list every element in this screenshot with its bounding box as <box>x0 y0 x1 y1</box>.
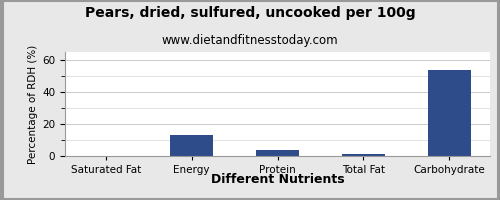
Bar <box>428 70 470 156</box>
Text: Pears, dried, sulfured, uncooked per 100g: Pears, dried, sulfured, uncooked per 100… <box>84 6 415 20</box>
Text: Different Nutrients: Different Nutrients <box>210 173 344 186</box>
Text: www.dietandfitnesstoday.com: www.dietandfitnesstoday.com <box>162 34 338 47</box>
Bar <box>342 154 385 156</box>
Bar <box>170 135 213 156</box>
Y-axis label: Percentage of RDH (%): Percentage of RDH (%) <box>28 44 38 164</box>
Bar <box>256 150 299 156</box>
